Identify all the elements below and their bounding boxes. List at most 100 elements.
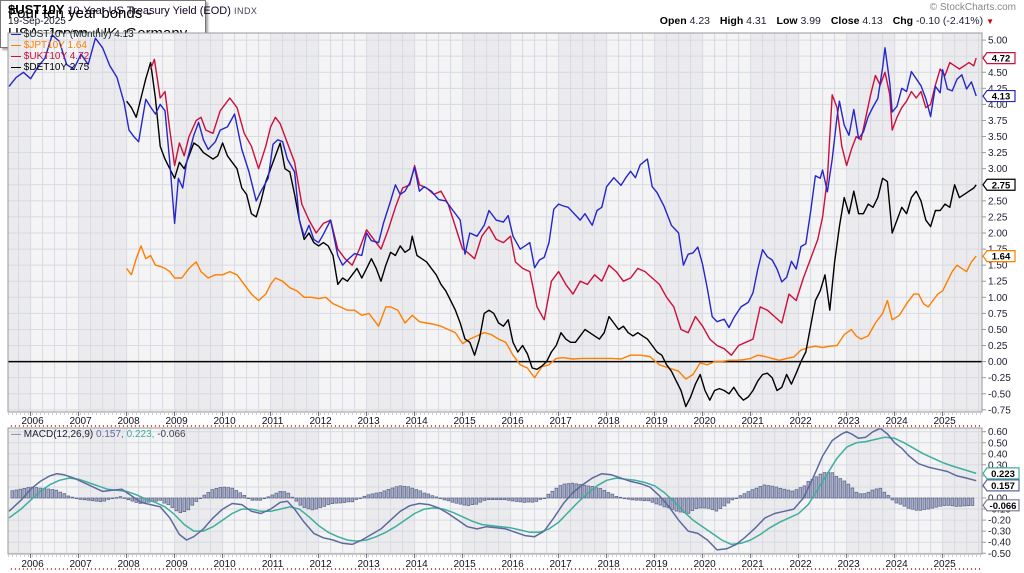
svg-text:3.50: 3.50	[988, 132, 1008, 143]
svg-text:0.157: 0.157	[991, 481, 1015, 492]
macd-signal-value: 0.223,	[126, 429, 155, 440]
macd-value: 0.157,	[96, 429, 124, 440]
svg-text:2024: 2024	[886, 416, 909, 427]
svg-text:2016: 2016	[501, 559, 524, 570]
svg-text:2014: 2014	[405, 559, 428, 570]
ukt10y-line-swatch-icon: —	[11, 51, 21, 62]
series-lines	[8, 34, 977, 551]
svg-text:2015: 2015	[453, 416, 476, 427]
svg-text:0.50: 0.50	[988, 325, 1008, 336]
ust10y-legend-label: $UST10Y (Monthly)	[23, 29, 112, 40]
symbol-label: $UST10Y	[8, 2, 65, 17]
svg-text:4.25: 4.25	[988, 84, 1008, 95]
svg-text:-0.066: -0.066	[990, 501, 1017, 512]
svg-text:2017: 2017	[549, 559, 572, 570]
copyright-label: © StockCharts.com	[929, 2, 1016, 13]
svg-text:0.30: 0.30	[988, 460, 1008, 471]
svg-text:2.00: 2.00	[988, 229, 1008, 240]
svg-text:2009: 2009	[165, 416, 188, 427]
svg-text:2024: 2024	[886, 559, 909, 570]
series-line--ukt10y	[149, 57, 977, 356]
svg-text:2010: 2010	[213, 416, 236, 427]
legend-item-ust10y: — $UST10Y (Monthly) 4.13	[11, 29, 134, 40]
det10y-legend-value: 2.75	[69, 62, 90, 73]
svg-text:3.25: 3.25	[988, 148, 1008, 159]
legend-item-jpt10y: — $JPT10Y 1.64	[11, 40, 87, 51]
svg-text:2011: 2011	[262, 559, 284, 570]
svg-text:-0.50: -0.50	[988, 549, 1011, 560]
svg-text:-0.25: -0.25	[988, 373, 1011, 384]
svg-text:0.223: 0.223	[991, 469, 1015, 480]
svg-text:4.13: 4.13	[992, 92, 1011, 103]
svg-text:2013: 2013	[357, 416, 380, 427]
svg-text:4.00: 4.00	[988, 100, 1008, 111]
svg-text:2013: 2013	[357, 559, 380, 570]
svg-text:-0.30: -0.30	[988, 527, 1011, 538]
svg-text:0.50: 0.50	[988, 438, 1008, 449]
svg-text:-0.40: -0.40	[988, 538, 1011, 549]
det10y-legend-label: $DET10Y	[23, 62, 67, 73]
chg-value: -0.10 (-2.41%)	[916, 15, 984, 27]
jpt10y-legend-label: $JPT10Y	[23, 40, 65, 51]
svg-text:5.00: 5.00	[988, 36, 1008, 47]
macd-line-swatch-icon: —	[11, 429, 21, 440]
price-tag	[982, 250, 1016, 263]
svg-text:2021: 2021	[741, 416, 764, 427]
svg-text:2025: 2025	[934, 559, 957, 570]
ust10y-legend-value: 4.13	[114, 29, 134, 40]
close-value: 4.13	[862, 15, 883, 27]
series-line--ust10y-monthly-	[8, 34, 977, 329]
price-tag	[982, 178, 1016, 191]
low-label: Low	[776, 15, 798, 27]
svg-text:2.25: 2.25	[988, 212, 1008, 223]
price-tag	[982, 499, 1020, 512]
svg-text:2009: 2009	[165, 559, 188, 570]
svg-text:-0.75: -0.75	[988, 405, 1011, 416]
svg-text:2011: 2011	[262, 416, 284, 427]
svg-text:2014: 2014	[405, 416, 428, 427]
low-value: 3.99	[800, 15, 821, 27]
svg-text:2007: 2007	[69, 416, 92, 427]
chart-header: $UST10Y 10-Year US Treasury Yield (EOD) …	[8, 2, 257, 17]
svg-text:1.00: 1.00	[988, 293, 1008, 304]
svg-text:2019: 2019	[645, 559, 668, 570]
legend-item-ukt10y: — $UKT10Y 4.72	[11, 51, 89, 62]
svg-text:2017: 2017	[549, 416, 572, 427]
series-line-macd	[8, 427, 977, 551]
macd-histogram	[10, 472, 975, 514]
svg-text:2021: 2021	[741, 559, 764, 570]
svg-text:1.25: 1.25	[988, 277, 1008, 288]
macd-legend: — MACD(12,26,9) 0.157, 0.223, -0.066	[11, 429, 186, 440]
svg-text:2015: 2015	[453, 559, 476, 570]
svg-text:0.60: 0.60	[988, 427, 1008, 438]
svg-text:2010: 2010	[213, 559, 236, 570]
svg-text:0.00: 0.00	[988, 494, 1008, 505]
gridlines	[8, 33, 982, 554]
ust10y-line-swatch-icon: —	[11, 29, 21, 40]
svg-text:2018: 2018	[597, 416, 620, 427]
svg-text:2019: 2019	[645, 416, 668, 427]
x-axis: 2006 2007 2008 2009 2010 2011 2012 2013 2014 2015…	[8, 412, 982, 570]
svg-text:2.50: 2.50	[988, 196, 1008, 207]
svg-text:2.75: 2.75	[992, 180, 1011, 191]
svg-text:2006: 2006	[21, 559, 44, 570]
chg-label: Chg	[892, 15, 914, 27]
det10y-line-swatch-icon: —	[11, 62, 21, 73]
svg-text:2025: 2025	[934, 416, 957, 427]
svg-text:2018: 2018	[597, 559, 620, 570]
annotation-line-1: Four ten year bonds -	[8, 5, 152, 22]
svg-text:0.25: 0.25	[988, 341, 1008, 352]
svg-text:2012: 2012	[309, 416, 332, 427]
svg-text:2023: 2023	[838, 559, 861, 570]
price-tag	[982, 52, 1016, 65]
svg-text:2022: 2022	[789, 559, 812, 570]
exchange-label: INDX	[233, 6, 258, 16]
jpt10y-legend-value: 1.64	[67, 40, 87, 51]
svg-text:2016: 2016	[501, 416, 524, 427]
svg-text:3.00: 3.00	[988, 164, 1008, 175]
svg-text:2022: 2022	[789, 416, 812, 427]
price-tag	[982, 467, 1020, 480]
svg-text:2006: 2006	[21, 416, 44, 427]
